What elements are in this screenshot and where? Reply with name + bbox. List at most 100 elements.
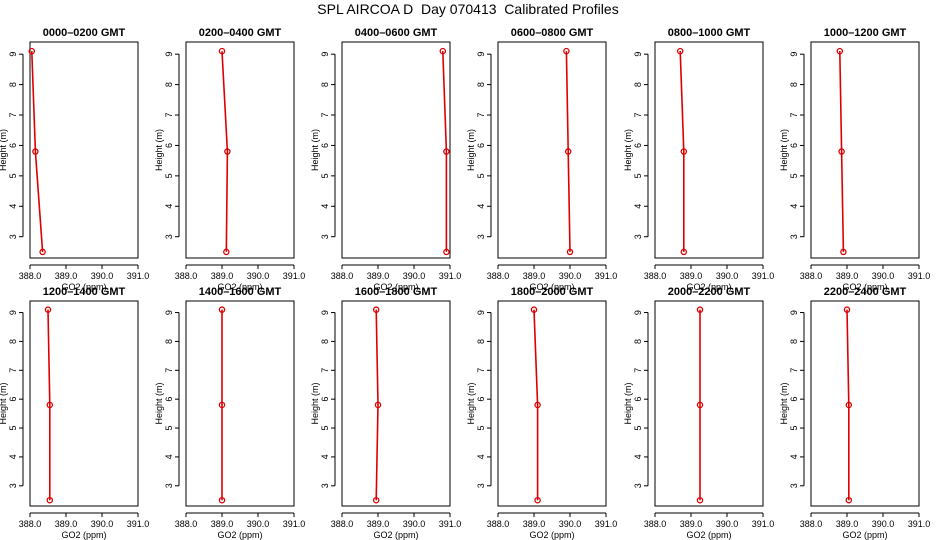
y-axis-label: Height (m): [779, 382, 789, 424]
x-tick-label: 388.0: [644, 519, 667, 529]
y-tick-label: 3: [633, 483, 643, 488]
y-tick-label: 3: [8, 483, 18, 488]
y-axis-label: Height (m): [466, 382, 476, 424]
x-axis-label: GO2 (ppm): [217, 282, 262, 292]
panel-title: 0000–0200 GMT: [43, 27, 126, 39]
x-tick-label: 389.0: [55, 271, 78, 281]
y-tick-label: 9: [8, 52, 18, 57]
y-tick-label: 8: [476, 82, 486, 87]
y-tick-label: 9: [789, 52, 799, 57]
y-tick-label: 9: [8, 310, 18, 315]
y-tick-label: 8: [164, 82, 174, 87]
plot-frame: [654, 41, 764, 259]
panel-title: 1000–1200 GMT: [824, 27, 907, 39]
y-tick-label: 8: [8, 82, 18, 87]
y-tick-label: 9: [633, 52, 643, 57]
y-tick-label: 5: [633, 173, 643, 178]
plot-frame: [185, 41, 295, 259]
x-tick-label: 389.0: [836, 271, 859, 281]
y-axis-label: Height (m): [310, 129, 320, 171]
y-axis-label: Height (m): [779, 129, 789, 171]
x-tick-label: 389.0: [523, 271, 546, 281]
panel-7: 1200–1400 GMT 388.0 389.0 390.0 391.0 GO2 (pp…: [0, 286, 149, 540]
y-tick-label: 6: [476, 143, 486, 148]
data-point: [845, 401, 853, 409]
profile-line: [565, 51, 571, 252]
x-tick-label: 389.0: [211, 271, 234, 281]
panel-title: 0200–0400 GMT: [199, 27, 282, 39]
y-tick-label: 4: [633, 204, 643, 209]
plot-frame: [810, 41, 920, 259]
y-tick-label: 7: [476, 368, 486, 373]
y-tick-label: 7: [320, 113, 330, 118]
x-axis-label: GO2 (ppm): [373, 282, 418, 292]
data-point: [218, 496, 226, 504]
y-tick-label: 7: [8, 113, 18, 118]
panel-title: 1600–1800 GMT: [355, 286, 438, 298]
y-tick-label: 4: [320, 204, 330, 209]
y-tick-label: 5: [320, 173, 330, 178]
x-tick-label: 391.0: [752, 271, 775, 281]
x-tick-label: 389.0: [367, 519, 390, 529]
y-tick-label: 3: [789, 483, 799, 488]
data-point: [32, 148, 39, 155]
x-tick-label: 391.0: [127, 519, 150, 529]
panel-2: 0200–0400 GMT 388.0 389.0 390.0 391.0 GO2 (pp…: [154, 27, 305, 292]
plot-frame: [341, 41, 451, 259]
panel-title: 0600–0800 GMT: [511, 27, 594, 39]
x-tick-label: 388.0: [644, 271, 667, 281]
data-point: [534, 401, 541, 409]
x-tick-label: 389.0: [55, 519, 78, 529]
y-tick-label: 9: [476, 52, 486, 57]
y-tick-label: 4: [633, 454, 643, 459]
y-tick-label: 3: [476, 483, 486, 488]
y-tick-label: 4: [164, 204, 174, 209]
panel-title: 1800–2000 GMT: [511, 286, 594, 298]
x-tick-label: 388.0: [331, 519, 354, 529]
x-axis-label: GO2 (ppm): [686, 530, 731, 540]
x-tick-label: 390.0: [872, 271, 895, 281]
y-axis-label: Height (m): [623, 382, 633, 424]
y-tick-label: 7: [789, 113, 799, 118]
y-tick-label: 5: [164, 426, 174, 431]
y-tick-label: 9: [164, 310, 174, 315]
plot-frame: [185, 300, 295, 507]
data-point: [44, 306, 52, 313]
y-axis-label: Height (m): [310, 382, 320, 424]
x-tick-label: 388.0: [19, 271, 42, 281]
x-tick-label: 388.0: [175, 271, 198, 281]
panel-title: 0400–0600 GMT: [355, 27, 438, 39]
panel-12: 2200–2400 GMT 388.0 389.0 390.0 391.0 GO2 (pp…: [779, 286, 930, 540]
y-axis-label: Height (m): [0, 129, 8, 171]
x-axis-label: GO2 (ppm): [842, 282, 887, 292]
x-tick-label: 391.0: [283, 519, 306, 529]
x-tick-label: 391.0: [439, 271, 462, 281]
y-tick-label: 3: [789, 234, 799, 239]
y-tick-label: 3: [8, 234, 18, 239]
data-point: [564, 148, 572, 155]
data-point: [566, 248, 574, 256]
y-tick-label: 8: [789, 82, 799, 87]
y-tick-label: 4: [476, 204, 486, 209]
x-tick-label: 390.0: [559, 271, 582, 281]
x-tick-label: 391.0: [595, 519, 618, 529]
x-tick-label: 388.0: [800, 271, 823, 281]
y-tick-label: 5: [789, 426, 799, 431]
panel-10: 1800–2000 GMT 388.0 389.0 390.0 391.0 GO2 (pp…: [466, 286, 617, 540]
x-tick-label: 391.0: [908, 519, 931, 529]
figure-title: SPL AIRCOA D Day 070413 Calibrated Profi…: [317, 1, 619, 17]
x-tick-label: 390.0: [559, 519, 582, 529]
x-tick-label: 388.0: [175, 519, 198, 529]
profile-line: [846, 309, 850, 501]
panel-4: 0600–0800 GMT 388.0 389.0 390.0 391.0 GO2 (pp…: [466, 27, 617, 292]
x-tick-label: 388.0: [487, 519, 510, 529]
y-tick-label: 5: [8, 173, 18, 178]
y-tick-label: 6: [633, 397, 643, 402]
y-tick-label: 3: [633, 234, 643, 239]
plot-frame: [29, 300, 139, 507]
y-tick-label: 6: [789, 397, 799, 402]
panel-9: 1600–1800 GMT 388.0 389.0 390.0 391.0 GO2 (pp…: [310, 286, 461, 540]
data-point: [443, 148, 450, 155]
x-axis-label: GO2 (ppm): [61, 282, 106, 292]
y-tick-label: 5: [633, 426, 643, 431]
